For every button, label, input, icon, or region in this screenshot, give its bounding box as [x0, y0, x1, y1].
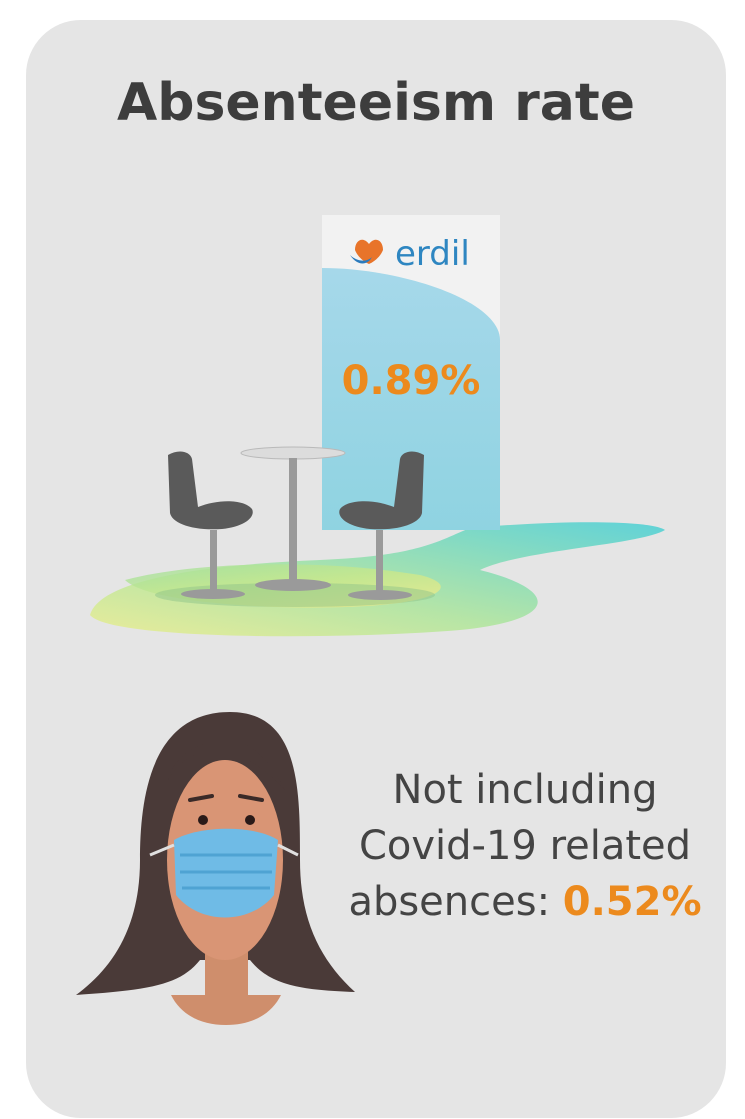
note-value: 0.52%: [563, 879, 702, 925]
title: Absenteeism rate: [117, 73, 635, 133]
note-line: absences: 0.52%: [348, 879, 701, 925]
infographic: Absenteeism rate erdil 0.89%: [0, 0, 745, 1119]
note-line: Covid-19 related: [359, 823, 691, 869]
note: Not including Covid-19 related absences:…: [348, 767, 701, 925]
page: Absenteeism rate erdil 0.89%: [0, 0, 745, 1119]
note-line: Not including: [393, 767, 658, 813]
banner-value: 0.89%: [342, 358, 481, 404]
note-line: absences:: [348, 879, 550, 925]
logo-text: erdil: [395, 234, 470, 274]
